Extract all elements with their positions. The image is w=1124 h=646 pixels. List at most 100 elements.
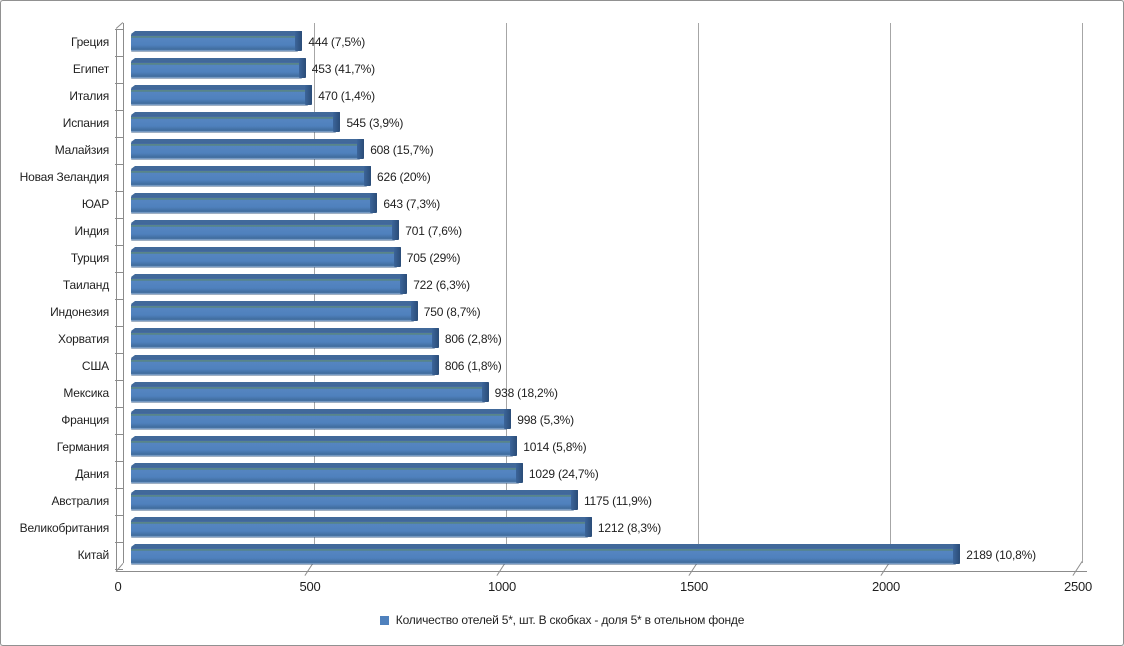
value-label: 806 (1,8%) bbox=[444, 359, 502, 373]
category-tick bbox=[115, 56, 123, 57]
category-label: ЮАР bbox=[81, 197, 109, 211]
bar bbox=[131, 382, 489, 402]
bar bbox=[131, 409, 512, 429]
wall-front-edge-line bbox=[116, 29, 117, 571]
category-tick bbox=[115, 191, 123, 192]
category-label: США bbox=[81, 359, 109, 373]
category-label: Индия bbox=[74, 224, 110, 238]
gridline bbox=[698, 23, 699, 563]
value-axis-line bbox=[116, 571, 1087, 572]
bar bbox=[131, 58, 306, 78]
value-label: 1212 (8,3%) bbox=[597, 521, 662, 535]
gridline bbox=[1082, 23, 1083, 563]
category-tick bbox=[115, 542, 123, 543]
category-label: Турция bbox=[70, 251, 109, 265]
value-label: 1014 (5,8%) bbox=[523, 440, 587, 454]
value-label: 453 (41,7%) bbox=[311, 62, 375, 76]
category-tick bbox=[115, 218, 123, 219]
bar bbox=[131, 247, 401, 267]
category-tick bbox=[115, 245, 123, 246]
value-label: 701 (7,6%) bbox=[405, 224, 462, 238]
value-label: 750 (8,7%) bbox=[423, 305, 481, 319]
category-label: Дания bbox=[75, 467, 109, 481]
value-label: 608 (15,7%) bbox=[370, 143, 434, 157]
value-label: 1175 (11,9%) bbox=[583, 494, 652, 508]
category-tick bbox=[115, 407, 123, 408]
bar bbox=[131, 112, 341, 132]
value-label: 705 (29%) bbox=[406, 251, 461, 265]
bar bbox=[131, 31, 303, 51]
bar bbox=[131, 544, 961, 564]
category-tick bbox=[115, 110, 123, 111]
category-label: Австралия bbox=[51, 494, 110, 508]
category-label: Италия bbox=[69, 89, 109, 103]
category-tick bbox=[115, 434, 123, 435]
value-label: 545 (3,9%) bbox=[346, 116, 404, 130]
gridline bbox=[890, 23, 891, 563]
category-tick bbox=[115, 272, 123, 273]
category-tick bbox=[115, 515, 123, 516]
category-label: Китай bbox=[77, 548, 110, 562]
value-label: 470 (1,4%) bbox=[318, 89, 375, 103]
value-label: 444 (7,5%) bbox=[308, 35, 366, 49]
legend: Количество отелей 5*, шт. В скобках - до… bbox=[1, 613, 1123, 627]
value-label: 1029 (24,7%) bbox=[528, 467, 599, 481]
bar bbox=[131, 220, 400, 240]
category-tick bbox=[115, 353, 123, 354]
category-tick bbox=[115, 326, 123, 327]
category-tick bbox=[115, 299, 123, 300]
value-label: 806 (2,8%) bbox=[444, 332, 502, 346]
legend-label: Количество отелей 5*, шт. В скобках - до… bbox=[395, 613, 745, 627]
category-axis-line bbox=[123, 23, 124, 563]
gridline bbox=[506, 23, 507, 563]
category-label: Испания bbox=[62, 116, 109, 130]
category-label: Хорватия bbox=[58, 332, 109, 346]
x-tick-label: 1500 bbox=[679, 579, 709, 594]
category-tick bbox=[115, 488, 123, 489]
x-tick-label: 500 bbox=[299, 579, 321, 594]
category-tick bbox=[115, 29, 123, 30]
bar bbox=[131, 463, 523, 483]
value-label: 626 (20%) bbox=[377, 170, 431, 184]
value-label: 2189 (10,8%) bbox=[966, 548, 1036, 562]
bar bbox=[131, 328, 439, 348]
bar bbox=[131, 436, 518, 456]
category-label: Таиланд bbox=[62, 278, 109, 292]
x-tick-label: 2000 bbox=[871, 579, 901, 594]
bar bbox=[131, 166, 371, 186]
category-tick bbox=[115, 137, 123, 138]
legend-marker-icon bbox=[379, 616, 389, 625]
bar bbox=[131, 193, 378, 213]
category-label: Германия bbox=[56, 440, 109, 454]
value-label: 998 (5,3%) bbox=[517, 413, 574, 427]
bar bbox=[131, 490, 578, 510]
bar bbox=[131, 355, 439, 375]
category-tick bbox=[115, 461, 123, 462]
category-label: Греция bbox=[70, 35, 109, 49]
x-tick-label: 0 bbox=[114, 579, 122, 594]
value-label: 722 (6,3%) bbox=[413, 278, 470, 292]
bar bbox=[131, 517, 592, 537]
category-label: Великобритания bbox=[19, 521, 110, 535]
category-label: Мексика bbox=[63, 386, 109, 400]
x-tick-label: 1000 bbox=[487, 579, 517, 594]
bar bbox=[131, 85, 313, 105]
category-label: Малайзия bbox=[54, 143, 109, 157]
category-label: Франция bbox=[61, 413, 109, 427]
category-tick bbox=[115, 569, 123, 570]
value-label: 643 (7,3%) bbox=[383, 197, 441, 211]
bar bbox=[131, 139, 365, 159]
bar bbox=[131, 274, 408, 294]
category-tick bbox=[115, 164, 123, 165]
value-label: 938 (18,2%) bbox=[494, 386, 558, 400]
x-tick-label: 2500 bbox=[1063, 579, 1093, 594]
category-label: Новая Зеландия bbox=[19, 170, 110, 184]
category-label: Индонезия bbox=[50, 305, 109, 319]
category-tick bbox=[115, 83, 123, 84]
bar bbox=[131, 301, 418, 321]
gridline-foot bbox=[1072, 561, 1083, 576]
category-label: Египет bbox=[72, 62, 109, 76]
category-tick bbox=[115, 380, 123, 381]
